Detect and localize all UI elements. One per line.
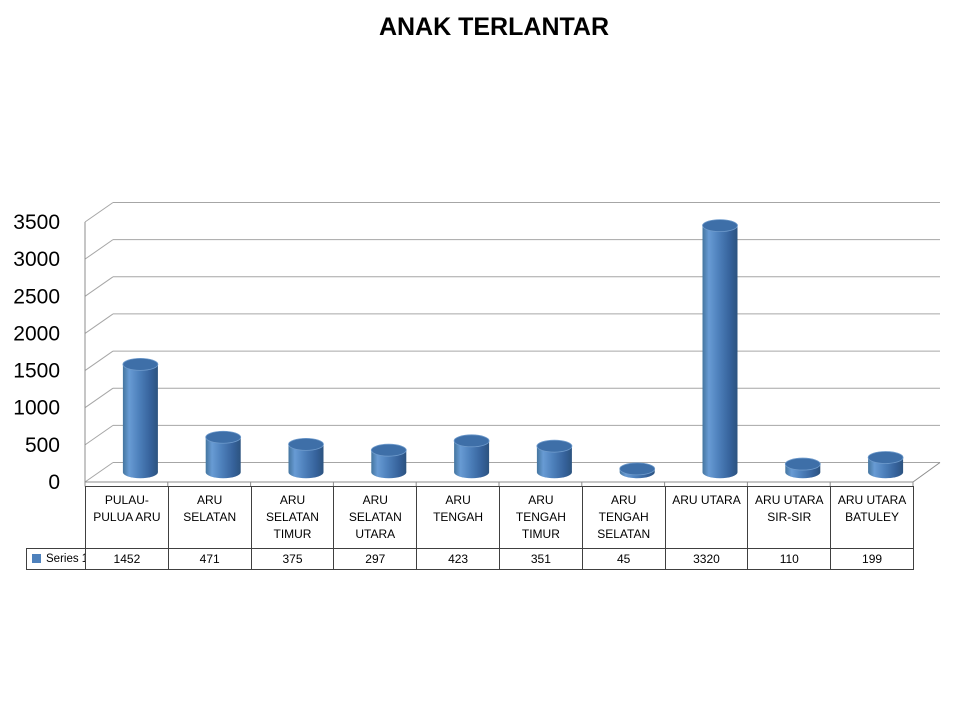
value-cell-7: 3320	[664, 548, 749, 570]
gridline-wall-0	[84, 462, 114, 483]
value-cell-4: 423	[416, 548, 500, 570]
gridline-wall-1000	[84, 387, 114, 409]
category-cell-6: ARU TENGAH SELATAN	[581, 486, 666, 549]
data-table: PULAU- PULUA ARU ARU SELATAN ARU SELATAN T…	[26, 486, 914, 570]
value-cell-3: 297	[333, 548, 418, 570]
cylinder-body	[702, 225, 738, 473]
cylinder-top	[205, 430, 242, 444]
y-axis-label: 1000	[13, 397, 60, 420]
bar-cylinder-3	[370, 443, 407, 479]
value-cell-2: 375	[250, 548, 335, 570]
category-header-row: PULAU- PULUA ARU ARU SELATAN ARU SELATAN T…	[27, 486, 914, 549]
gridline-wall-1500	[84, 350, 114, 371]
chart-title: ANAK TERLANTAR	[378, 13, 610, 41]
y-axis-label: 1500	[13, 360, 60, 383]
bar-cylinder-4	[453, 434, 490, 479]
cylinder-top	[784, 457, 821, 471]
y-axis-label: 3500	[13, 211, 60, 234]
cylinder-body	[122, 364, 158, 473]
category-cell-7: ARU UTARA	[664, 486, 749, 549]
value-cell-5: 351	[498, 548, 583, 570]
value-cell-6: 45	[581, 548, 666, 570]
cylinder-top	[702, 219, 738, 233]
cylinder-top	[867, 451, 904, 464]
category-cell-3: ARU SELATAN UTARA	[333, 486, 418, 549]
y-axis-label: 3000	[13, 248, 60, 271]
bar-cylinder-5	[536, 439, 573, 479]
legend-cell: Series 1	[26, 548, 86, 570]
cylinder-top	[122, 357, 159, 371]
bar-cylinder-6	[619, 462, 656, 479]
category-cell-5: ARU TENGAH TIMUR	[498, 486, 583, 549]
y-axis-label: 0	[48, 471, 60, 494]
gridline-wall-500	[84, 424, 114, 446]
cylinder-top	[619, 462, 656, 476]
category-cell-4: ARU TENGAH	[416, 486, 500, 549]
y-axis-label: 500	[25, 434, 60, 457]
category-cell-2: ARU SELATAN TIMUR	[250, 486, 335, 549]
cylinder-top	[370, 443, 407, 457]
category-cell-1: ARU SELATAN	[167, 486, 252, 549]
bar-cylinder-7	[702, 219, 738, 479]
y-axis-label: 2000	[13, 322, 60, 345]
bar-cylinder-0	[122, 357, 159, 479]
value-cell-0: 1452	[85, 548, 169, 570]
gridline-wall-3500	[84, 202, 114, 223]
category-cell-9: ARU UTARA BATULEY	[830, 486, 914, 549]
cylinder-top	[536, 439, 573, 453]
value-cell-1: 471	[167, 548, 252, 570]
value-cell-8: 110	[747, 548, 832, 570]
bar-cylinder-1	[205, 430, 242, 479]
bar-cylinder-2	[288, 437, 324, 479]
y-axis-label: 2500	[13, 285, 60, 308]
category-cell-0: PULAU- PULUA ARU	[85, 486, 169, 549]
series-value-row: Series 1 1452 471 375 297 423 351 45 3320 110 199	[26, 548, 914, 570]
category-cell-8: ARU UTARA SIR-SIR	[747, 486, 832, 549]
gridline-wall-2500	[84, 276, 114, 297]
bar-cylinder-8	[784, 457, 821, 479]
value-cell-9: 199	[830, 548, 914, 570]
cylinder-top	[288, 437, 324, 451]
legend-series-marker-icon	[32, 554, 41, 563]
bar-cylinder-9	[867, 451, 904, 479]
legend-blank-cell	[27, 487, 86, 549]
gridline-wall-3000	[84, 239, 114, 260]
legend-series-name: Series 1	[46, 553, 86, 565]
floor-right-edge	[912, 462, 941, 483]
gridline-wall-2000	[84, 313, 114, 334]
cylinder-top	[453, 434, 490, 448]
